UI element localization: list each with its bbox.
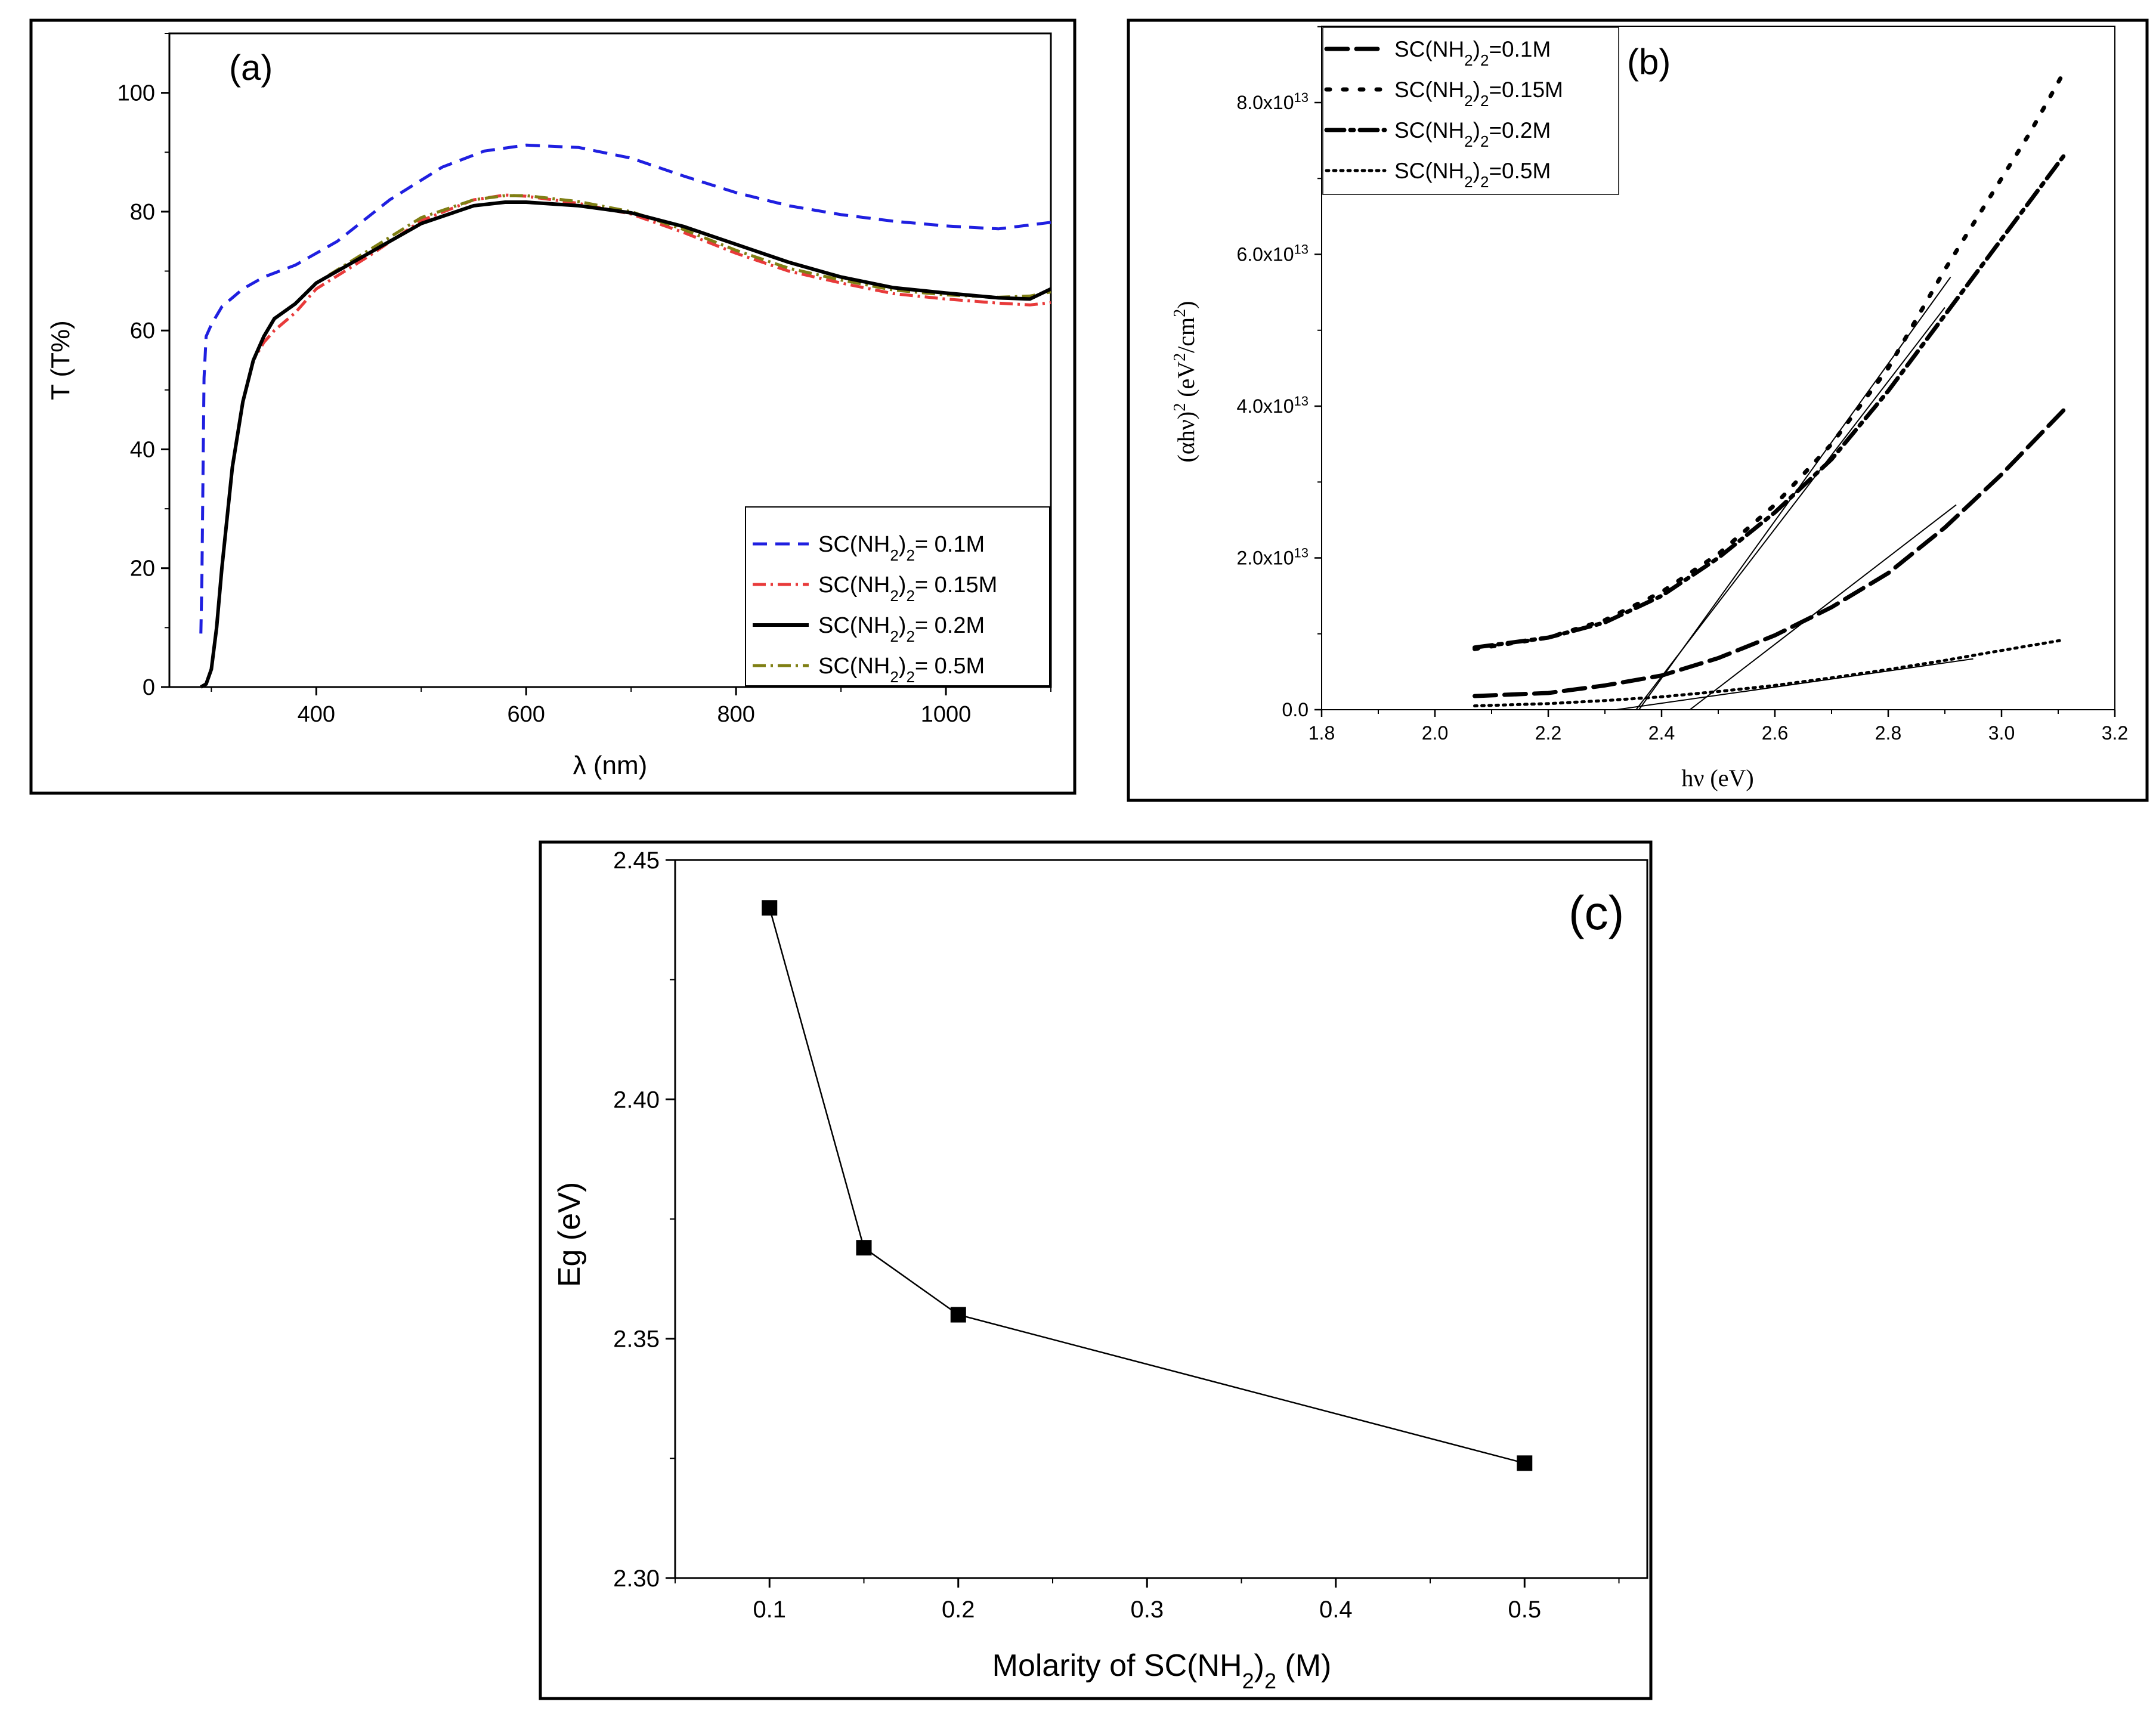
a-ytick-label-100: 100: [117, 81, 155, 106]
b-fit-line-1: [1635, 307, 1945, 710]
panel-a-frame: [29, 18, 1077, 795]
b-fit-line-2: [1689, 504, 1957, 710]
a-ytick-label-20: 20: [130, 556, 155, 581]
panel-a-series: [199, 143, 1052, 689]
b-xtick-label-6: 3.0: [1988, 722, 2015, 744]
panel-c-ylabel: Eg (eV): [552, 1182, 587, 1287]
b-legend-label-2: SC(NH2)2=0.2M: [1394, 118, 1551, 150]
c-ytick-label-3: 2.45: [613, 847, 660, 874]
b-xtick-label-2: 2.2: [1535, 722, 1561, 744]
a-xtick-label-800: 800: [717, 702, 754, 727]
a-legend-label-1: SC(NH2)2= 0.15M: [818, 573, 997, 605]
panel-c-xlabel: Molarity of SC(NH2)2 (M): [992, 1648, 1332, 1693]
a-ytick-label-80: 80: [130, 200, 155, 225]
b-series-line-2: [1473, 153, 2066, 650]
panel-b-legend-box: [1322, 27, 1619, 195]
b-legend-label-1: SC(NH2)2=0.15M: [1394, 78, 1563, 110]
c-xtick-label-3: 0.4: [1319, 1597, 1353, 1623]
a-series-line-0: [199, 143, 1051, 634]
panel-c: 0.1 0.2 0.3 0.4 0.5 2.30 2.35 2.40 2.45 (c) Mola…: [539, 840, 1653, 1700]
c-xtick-label-4: 0.5: [1508, 1597, 1541, 1623]
panel-a-tag: (a): [229, 48, 273, 88]
b-ytick-label-3: 6.0x1013: [1236, 242, 1309, 265]
panel-c-frame: [539, 840, 1653, 1700]
c-xtick-label-0: 0.1: [753, 1597, 786, 1623]
a-series-line-3: [200, 194, 1051, 689]
b-xtick-label-3: 2.4: [1648, 722, 1675, 744]
panel-b-tag: (b): [1627, 42, 1671, 82]
panel-c-ticks: 0.1 0.2 0.3 0.4 0.5 2.30 2.35 2.40 2.45: [613, 847, 1620, 1623]
c-data-point-3: [1517, 1455, 1533, 1471]
panel-a-xlabel: λ (nm): [573, 751, 648, 780]
b-xtick-label-1: 2.0: [1422, 722, 1448, 744]
b-ytick-label-4: 8.0x1013: [1236, 90, 1309, 114]
b-xtick-label-5: 2.8: [1875, 722, 1901, 744]
panel-c-tag: (c): [1569, 886, 1624, 939]
b-legend-label-3: SC(NH2)2=0.5M: [1394, 159, 1551, 191]
b-series-line-3: [1473, 638, 2065, 708]
panel-a: 400 600 800 1000 0 20 40 60 80 100 (a) λ (nm) T (…: [29, 18, 1077, 795]
c-series-line: [769, 907, 1525, 1464]
b-ytick-label-1: 2.0x1013: [1236, 545, 1309, 569]
panel-b-legend: SC(NH2)2=0.1M SC(NH2)2=0.15M SC(NH2)2=0.2M…: [1322, 27, 1619, 195]
panel-b-series: [1473, 70, 2066, 708]
panel-a-legend: SC(NH2)2= 0.1M SC(NH2)2= 0.15M SC(NH2)2= 0…: [745, 506, 1050, 686]
b-ytick-label-0: 0.0: [1282, 699, 1309, 720]
b-series-line-0: [1473, 407, 2066, 698]
a-xtick-label-1000: 1000: [921, 702, 972, 727]
a-ytick-label-0: 0: [143, 675, 155, 700]
c-ytick-label-0: 2.30: [613, 1566, 660, 1592]
c-xtick-label-2: 0.3: [1130, 1597, 1164, 1623]
c-xtick-label-1: 0.2: [942, 1597, 975, 1623]
b-xtick-label-4: 2.6: [1762, 722, 1788, 744]
panel-b-ylabel: (αhν)2 (eV2/cm2): [1171, 301, 1200, 463]
panel-a-ylabel: T (T%): [46, 320, 75, 400]
panel-a-legend-box: [745, 506, 1050, 686]
panel-b-fit-lines: [1616, 277, 1974, 710]
b-fit-line-3: [1616, 658, 1974, 710]
c-ytick-label-1: 2.35: [613, 1326, 660, 1353]
b-legend-label-0: SC(NH2)2=0.1M: [1394, 37, 1551, 69]
b-xtick-label-7: 3.2: [2102, 722, 2128, 744]
a-xtick-label-600: 600: [508, 702, 545, 727]
panel-b-xlabel: hν (eV): [1681, 765, 1753, 791]
panel-b-frame: [1127, 18, 2149, 802]
panel-a-plot-area: [168, 32, 1052, 688]
panel-b-ticks: 1.8 2.0 2.2 2.4 2.6 2.8 3.0 3.2 0.0 2.0x1013 4.0x1…: [1236, 26, 2128, 744]
panel-b: 1.8 2.0 2.2 2.4 2.6 2.8 3.0 3.2 0.0 2.0x1013 4.0x1…: [1127, 18, 2149, 802]
a-xtick-label-400: 400: [298, 702, 335, 727]
a-legend-label-2: SC(NH2)2= 0.2M: [818, 613, 985, 645]
a-legend-label-3: SC(NH2)2= 0.5M: [818, 654, 985, 686]
a-ytick-label-40: 40: [130, 437, 155, 462]
c-data-point-1: [856, 1240, 872, 1256]
a-ytick-label-60: 60: [130, 318, 155, 344]
c-ytick-label-2: 2.40: [613, 1087, 660, 1113]
c-data-point-2: [950, 1307, 966, 1323]
a-series-line-2: [200, 200, 1052, 689]
b-xtick-label-0: 1.8: [1309, 722, 1335, 744]
b-ytick-label-2: 4.0x1013: [1236, 394, 1309, 417]
c-data-point-0: [762, 900, 778, 916]
panel-c-series: [762, 900, 1533, 1471]
a-legend-label-0: SC(NH2)2= 0.1M: [818, 532, 985, 564]
panel-a-ticks: 400 600 800 1000 0 20 40 60 80 100: [117, 33, 1051, 727]
panel-c-plot-area: [674, 859, 1648, 1579]
